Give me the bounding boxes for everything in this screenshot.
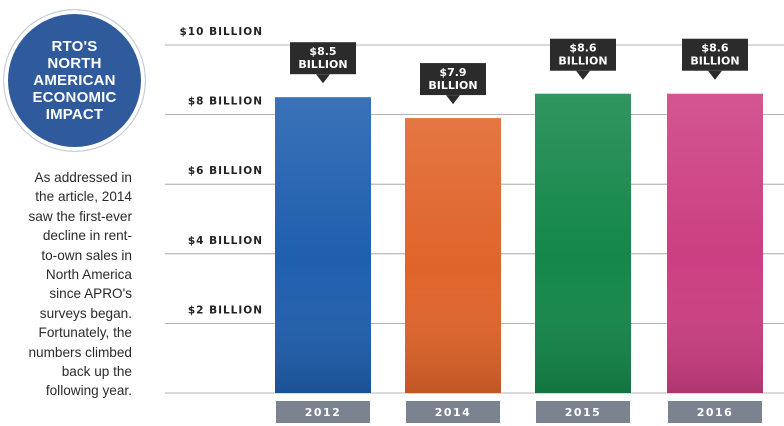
data-label-value: $8.5 [309,45,336,58]
data-label-value: $8.6 [701,42,728,55]
y-tick-label: $10 BILLION [180,26,264,38]
category-label-box [406,401,500,423]
caption-text: As addressed in the article, 2014 saw th… [28,170,132,399]
y-tick-label: $8 BILLION [188,96,263,108]
category-label-box [668,401,762,423]
data-label-unit: BILLION [690,55,739,68]
data-label-box [420,63,486,96]
category-label: 2015 [565,406,602,419]
title-badge: RTO'S NORTH AMERICAN ECONOMIC IMPACT [4,10,145,151]
data-label-pointer [446,95,460,105]
data-label-pointer [316,74,330,84]
bar-texture [535,93,631,393]
data-label-value: $8.6 [569,42,596,55]
data-label-box [550,38,616,71]
data-label-value: $7.9 [439,66,466,79]
category-label: 2014 [435,406,472,419]
bar-texture [275,97,371,393]
data-label-box [682,38,748,71]
category-label: 2012 [305,406,342,419]
category-label-box [536,401,630,423]
y-tick-label: $6 BILLION [188,165,263,177]
y-tick-label: $4 BILLION [188,235,263,247]
data-label-box [290,42,356,75]
data-label-unit: BILLION [298,58,347,71]
category-label-box [276,401,370,423]
badge-title: RTO'S NORTH AMERICAN ECONOMIC IMPACT [32,38,117,123]
data-label-pointer [576,70,590,80]
bar-texture [405,118,501,393]
data-label-pointer [708,70,722,80]
bar-texture [667,93,763,393]
data-label-unit: BILLION [558,55,607,68]
data-label-unit: BILLION [428,79,477,92]
y-tick-label: $2 BILLION [188,304,263,316]
category-label: 2016 [697,406,734,419]
